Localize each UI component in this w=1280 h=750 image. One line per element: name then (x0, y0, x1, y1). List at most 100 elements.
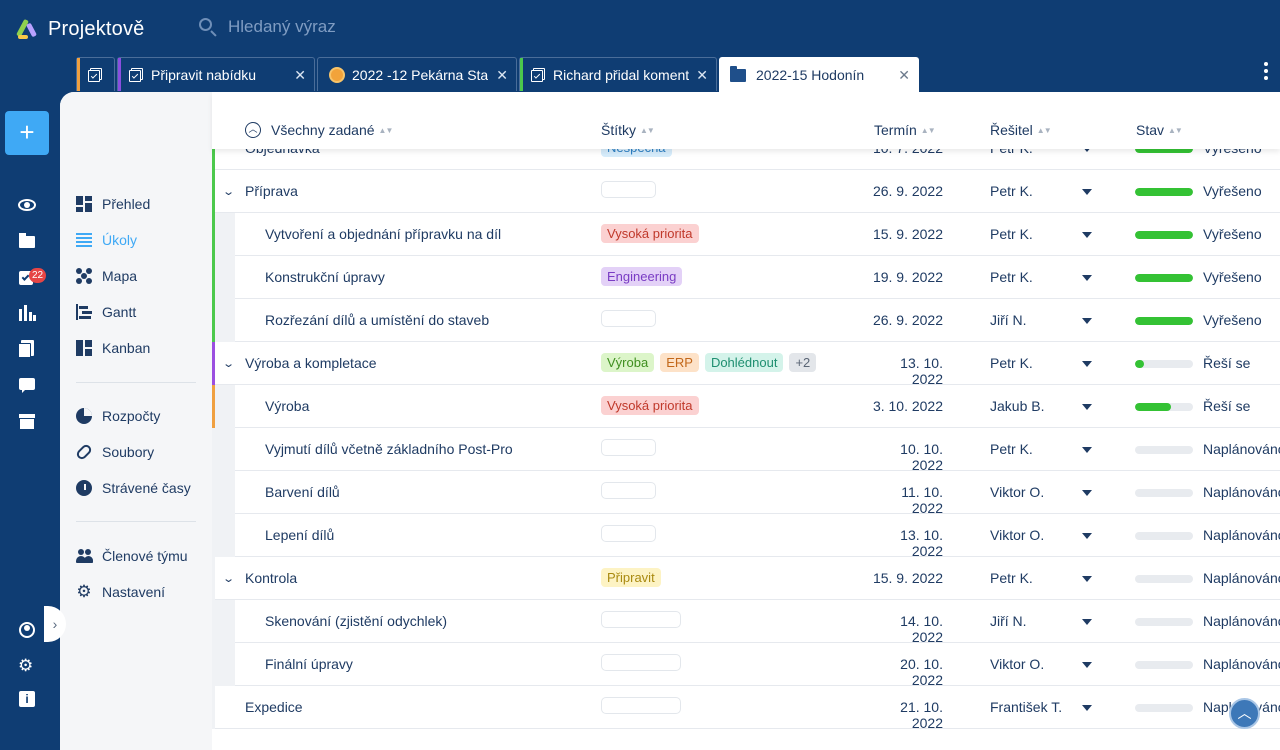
task-tags[interactable] (601, 611, 681, 628)
tab-pekarna[interactable]: 2022 -12 Pekárna Sta ✕ (317, 57, 517, 91)
tag-chip[interactable]: Výroba (601, 353, 655, 372)
task-tags[interactable] (601, 181, 656, 198)
tab-richard-komentar[interactable]: Richard přidal koment ✕ (519, 57, 717, 91)
folder-icon[interactable] (18, 232, 36, 250)
resolver-dropdown-icon[interactable] (1082, 146, 1092, 152)
tab-hodonin[interactable]: 2022-15 Hodonín ✕ (719, 57, 919, 92)
admin-settings-icon[interactable]: ⚙ (18, 656, 34, 675)
table-row[interactable]: ⌄ Kontrola Připravit 15. 9. 2022 Petr K. Napl… (212, 557, 1280, 600)
tag-chip[interactable]: Vysoká priorita (601, 396, 699, 415)
chevron-down-icon[interactable]: ⌄ (222, 358, 236, 370)
archive-icon[interactable] (18, 412, 36, 430)
resolver-dropdown-icon[interactable] (1082, 361, 1092, 367)
tab-pripravit-nabidku[interactable]: Připravit nabídku ✕ (117, 57, 315, 91)
empty-tag-field[interactable] (601, 525, 656, 542)
table-row[interactable]: Konstrukční úpravy Engineering 19. 9. 2022… (212, 256, 1280, 299)
user-icon[interactable] (18, 621, 36, 639)
task-due-date[interactable]: 26. 9. 2022 (872, 312, 943, 328)
resolver-dropdown-icon[interactable] (1082, 490, 1092, 496)
nav-prehled[interactable]: Přehled (76, 192, 150, 216)
task-resolver[interactable]: Petr K. (990, 226, 1033, 242)
task-due-date[interactable]: 3. 10. 2022 (872, 398, 943, 414)
task-tags[interactable] (601, 525, 656, 542)
task-resolver[interactable]: Jakub B. (990, 398, 1045, 414)
task-due-date[interactable]: 26. 9. 2022 (872, 183, 943, 199)
nav-stravene-casy[interactable]: Strávené časy (76, 476, 191, 500)
empty-tag-field[interactable] (601, 611, 681, 628)
task-due-date[interactable]: 13. 10. 2022 (900, 527, 943, 559)
close-icon[interactable]: ✕ (294, 67, 306, 83)
empty-tag-field[interactable] (601, 439, 656, 456)
search-input[interactable] (228, 17, 528, 37)
table-row[interactable]: ⌄ Příprava 26. 9. 2022 Petr K. Vyřešeno (212, 170, 1280, 213)
resolver-dropdown-icon[interactable] (1082, 232, 1092, 238)
column-header-tags[interactable]: Štítky ▲▼ (601, 122, 655, 138)
table-row[interactable]: Výroba Vysoká priorita 3. 10. 2022 Jakub B.… (212, 385, 1280, 428)
empty-tag-field[interactable] (601, 181, 656, 198)
tag-chip[interactable]: +2 (789, 353, 817, 372)
resolver-dropdown-icon[interactable] (1082, 705, 1092, 711)
resolver-dropdown-icon[interactable] (1082, 189, 1092, 195)
nav-rozpocty[interactable]: Rozpočty (76, 404, 160, 428)
task-name[interactable]: Rozřezání dílů a umístění do staveb (265, 312, 490, 328)
task-name[interactable]: Skenování (zjistění odychlek) (265, 613, 448, 629)
add-button[interactable]: + (5, 111, 49, 155)
resolver-dropdown-icon[interactable] (1082, 662, 1092, 668)
scroll-to-top-button[interactable]: ︿ (1229, 698, 1260, 729)
task-due-date[interactable]: 10. 10. 2022 (900, 441, 943, 473)
task-tags[interactable]: Engineering (601, 267, 688, 286)
task-name[interactable]: Vyjmutí dílů včetně základního Post-Pro (265, 441, 513, 457)
tag-chip[interactable]: Připravit (601, 568, 661, 587)
task-name[interactable]: Výroba a kompletace (245, 355, 377, 371)
table-row[interactable]: ⌄ Výroba a kompletace Výroba ERP Dohlédnout +… (212, 342, 1280, 387)
task-resolver[interactable]: Viktor O. (990, 484, 1045, 500)
task-status[interactable]: Řeší se (1203, 355, 1251, 371)
empty-tag-field[interactable] (601, 654, 681, 671)
task-tags[interactable]: Vysoká priorita (601, 224, 705, 243)
empty-tag-field[interactable] (601, 482, 656, 499)
tag-chip[interactable]: Vysoká priorita (601, 224, 699, 243)
task-status[interactable]: Řeší se (1203, 398, 1251, 414)
empty-tag-field[interactable] (601, 310, 656, 327)
chevron-down-icon[interactable]: ⌄ (222, 573, 236, 585)
task-resolver[interactable]: Jiří N. (990, 613, 1027, 629)
task-resolver[interactable]: Petr K. (990, 269, 1033, 285)
task-status[interactable]: Vyřešeno (1203, 269, 1262, 285)
task-resolver[interactable]: Viktor O. (990, 527, 1045, 543)
task-name[interactable]: Barvení dílů (265, 484, 340, 500)
task-name[interactable]: Příprava (245, 183, 298, 199)
nav-gantt[interactable]: Gantt (76, 300, 136, 324)
task-status[interactable]: Vyřešeno (1203, 226, 1262, 242)
tag-chip[interactable]: ERP (660, 353, 699, 372)
task-name[interactable]: Lepení dílů (265, 527, 335, 543)
task-due-date[interactable]: 14. 10. 2022 (900, 613, 943, 645)
chat-icon[interactable] (18, 376, 36, 394)
tag-chip[interactable]: Engineering (601, 267, 683, 286)
nav-mapa[interactable]: Mapa (76, 264, 137, 288)
resolver-dropdown-icon[interactable] (1082, 318, 1092, 324)
nav-nastaveni[interactable]: ⚙ Nastavení (76, 580, 165, 604)
table-row[interactable]: Barvení dílů 11. 10. 2022 Viktor O. Napláno… (212, 471, 1280, 516)
task-status[interactable]: Vyřešeno (1203, 183, 1262, 199)
table-row[interactable]: Vyjmutí dílů včetně základního Post-Pro 1… (212, 428, 1280, 473)
task-name[interactable]: Finální úpravy (265, 656, 353, 672)
task-resolver[interactable]: Petr K. (990, 183, 1033, 199)
column-header-resolver[interactable]: Řešitel ▲▼ (990, 122, 1052, 138)
table-row[interactable]: Lepení dílů 13. 10. 2022 Viktor O. Naplánov… (212, 514, 1280, 559)
resolver-dropdown-icon[interactable] (1082, 533, 1092, 539)
nav-soubory[interactable]: Soubory (74, 440, 154, 464)
task-name[interactable]: Vytvoření a objednání přípravku na díl (265, 226, 502, 242)
task-tags[interactable]: Připravit (601, 568, 667, 587)
table-row[interactable]: Skenování (zjistění odychlek) 14. 10. 202… (212, 600, 1280, 645)
task-status[interactable]: Naplánováno (1203, 527, 1280, 543)
task-due-date[interactable]: 20. 10. 2022 (900, 656, 943, 688)
eye-icon[interactable] (18, 196, 36, 214)
task-resolver[interactable]: Jiří N. (990, 312, 1027, 328)
tab-pinned[interactable] (76, 57, 115, 91)
table-row[interactable]: Vytvoření a objednání přípravku na díl Vy… (212, 213, 1280, 256)
task-status[interactable]: Vyřešeno (1203, 312, 1262, 328)
task-due-date[interactable]: 19. 9. 2022 (872, 269, 943, 285)
task-resolver[interactable]: Petr K. (990, 441, 1033, 457)
chevron-right-icon[interactable]: › (44, 606, 66, 642)
info-icon[interactable]: i (18, 691, 36, 709)
